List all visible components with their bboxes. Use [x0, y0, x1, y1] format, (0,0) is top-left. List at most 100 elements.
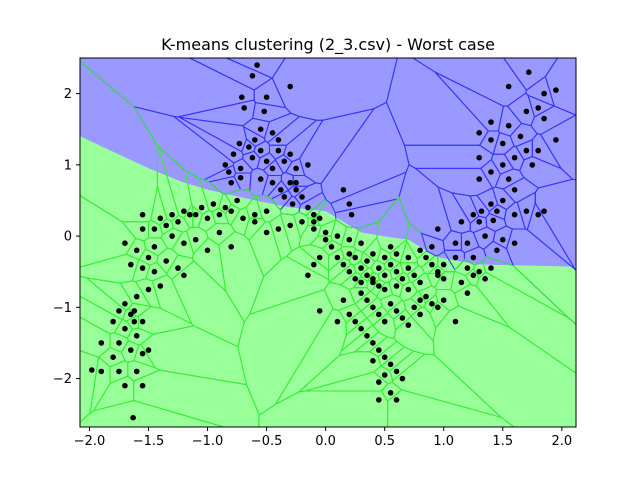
data-point	[376, 311, 382, 318]
data-point	[222, 204, 229, 211]
data-point	[541, 208, 547, 214]
data-point	[133, 293, 140, 300]
data-point	[222, 162, 229, 168]
data-point	[376, 379, 382, 385]
data-point	[239, 94, 245, 100]
data-point	[334, 254, 341, 261]
data-point	[316, 215, 323, 222]
data-point	[289, 201, 296, 207]
data-point	[269, 165, 276, 172]
data-point	[263, 158, 270, 165]
data-point	[553, 87, 559, 93]
voronoi-cell	[292, 175, 317, 187]
data-point	[198, 204, 205, 211]
voronoi-cell	[309, 235, 333, 249]
data-point	[411, 304, 418, 311]
data-point	[116, 308, 122, 314]
data-point	[387, 390, 394, 396]
data-point	[505, 176, 512, 182]
data-point	[500, 140, 506, 147]
data-point	[458, 279, 465, 286]
data-point	[204, 215, 211, 222]
data-point	[387, 244, 394, 250]
data-point	[293, 165, 299, 172]
data-point	[257, 147, 264, 154]
data-point	[151, 244, 158, 250]
data-point	[405, 265, 412, 271]
data-point	[381, 254, 388, 261]
data-point	[535, 105, 541, 111]
data-point	[440, 297, 447, 304]
data-point	[204, 247, 211, 254]
data-point	[370, 276, 376, 282]
data-point	[553, 137, 559, 143]
data-point	[181, 208, 187, 214]
data-point	[478, 208, 485, 214]
data-point	[116, 340, 122, 346]
data-point	[299, 194, 305, 200]
data-point	[364, 258, 370, 264]
data-point	[417, 279, 423, 286]
data-point	[370, 340, 376, 346]
x-tick-label: 1.0	[433, 434, 454, 449]
x-tick-label: −1.0	[192, 434, 224, 449]
voronoi-cell	[420, 232, 446, 257]
voronoi-cell	[307, 217, 321, 226]
data-point	[157, 283, 164, 289]
data-point	[316, 308, 323, 314]
data-point	[358, 325, 364, 332]
data-point	[340, 297, 347, 304]
voronoi-cell	[366, 271, 381, 282]
data-point	[535, 211, 541, 218]
data-point	[98, 340, 105, 346]
data-point	[429, 301, 435, 307]
data-point	[346, 268, 353, 275]
data-point	[393, 251, 400, 257]
data-point	[417, 297, 423, 304]
data-point	[364, 297, 370, 304]
data-point	[464, 265, 471, 271]
data-point	[216, 211, 223, 218]
voronoi-cell	[340, 246, 357, 262]
x-tick-label: 0.0	[315, 434, 336, 449]
data-point	[175, 219, 181, 225]
data-point	[381, 354, 388, 361]
data-point	[405, 254, 412, 261]
data-point	[352, 276, 359, 282]
data-point	[157, 215, 164, 222]
data-point	[241, 105, 247, 111]
data-point	[488, 119, 494, 125]
data-point	[440, 276, 447, 282]
data-point	[240, 215, 246, 222]
data-point	[122, 240, 128, 246]
data-point	[376, 397, 382, 403]
data-point	[169, 233, 175, 239]
data-point	[526, 69, 532, 75]
voronoi-cell	[224, 188, 256, 210]
data-point	[293, 179, 299, 186]
data-point	[429, 261, 435, 268]
cluster-region-1	[80, 58, 576, 267]
data-point	[452, 254, 459, 261]
data-point	[139, 226, 146, 232]
data-point	[145, 254, 152, 261]
data-point	[305, 204, 311, 211]
data-point	[128, 261, 134, 268]
data-point	[470, 254, 477, 261]
x-tick-label: 0.5	[374, 434, 395, 449]
data-point	[110, 318, 116, 325]
data-point	[139, 318, 146, 325]
data-point	[311, 226, 317, 232]
data-point	[257, 176, 264, 182]
data-point	[228, 208, 234, 214]
data-point	[494, 208, 500, 214]
data-point	[411, 272, 418, 279]
data-point	[169, 211, 175, 218]
data-point	[346, 251, 353, 257]
data-point	[122, 301, 128, 307]
data-point	[452, 318, 459, 325]
data-point	[340, 261, 347, 268]
data-point	[249, 73, 256, 79]
x-tick-label: −0.5	[251, 434, 283, 449]
